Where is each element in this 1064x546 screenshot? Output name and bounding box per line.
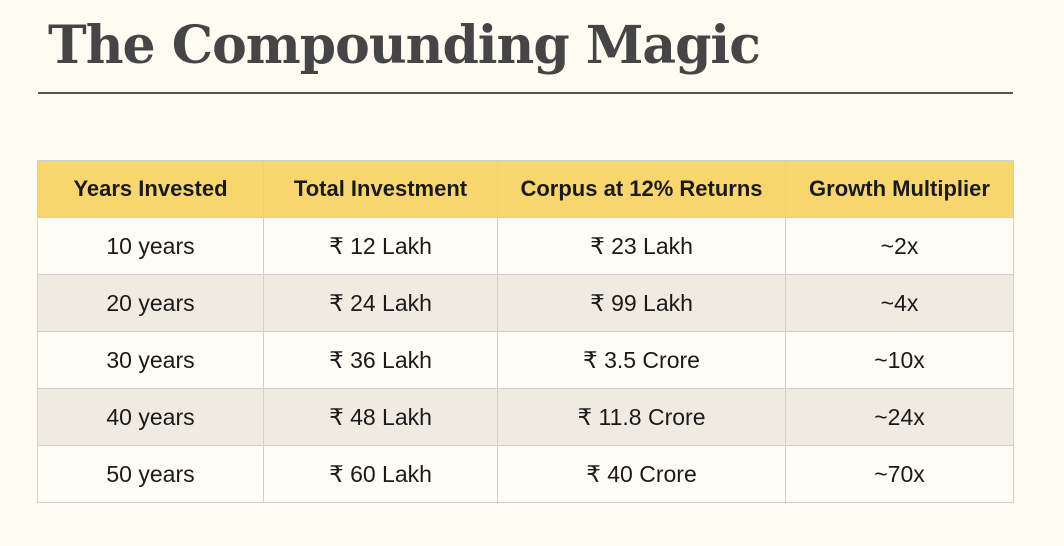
cell-total-investment: ₹ 24 Lakh (263, 274, 498, 332)
page-title: The Compounding Magic (48, 15, 761, 76)
cell-corpus: ₹ 99 Lakh (497, 274, 786, 332)
header-years-invested: Years Invested (37, 160, 264, 218)
cell-corpus: ₹ 23 Lakh (497, 217, 786, 275)
table-row: 40 years ₹ 48 Lakh ₹ 11.8 Crore ~24x (37, 388, 1014, 446)
header-total-investment: Total Investment (263, 160, 498, 218)
compounding-table: Years Invested Total Investment Corpus a… (37, 160, 1014, 503)
cell-multiplier: ~4x (785, 274, 1014, 332)
title-divider (38, 92, 1013, 94)
header-corpus: Corpus at 12% Returns (497, 160, 786, 218)
cell-multiplier: ~24x (785, 388, 1014, 446)
cell-multiplier: ~70x (785, 445, 1014, 503)
cell-corpus: ₹ 3.5 Crore (497, 331, 786, 389)
cell-total-investment: ₹ 48 Lakh (263, 388, 498, 446)
cell-corpus: ₹ 40 Crore (497, 445, 786, 503)
cell-multiplier: ~2x (785, 217, 1014, 275)
table-header-row: Years Invested Total Investment Corpus a… (37, 160, 1014, 218)
cell-corpus: ₹ 11.8 Crore (497, 388, 786, 446)
table-row: 50 years ₹ 60 Lakh ₹ 40 Crore ~70x (37, 445, 1014, 503)
header-growth-multiplier: Growth Multiplier (785, 160, 1014, 218)
cell-years: 10 years (37, 217, 264, 275)
cell-total-investment: ₹ 60 Lakh (263, 445, 498, 503)
cell-years: 30 years (37, 331, 264, 389)
cell-years: 20 years (37, 274, 264, 332)
cell-total-investment: ₹ 12 Lakh (263, 217, 498, 275)
cell-years: 50 years (37, 445, 264, 503)
cell-total-investment: ₹ 36 Lakh (263, 331, 498, 389)
table-row: 20 years ₹ 24 Lakh ₹ 99 Lakh ~4x (37, 274, 1014, 332)
table-row: 30 years ₹ 36 Lakh ₹ 3.5 Crore ~10x (37, 331, 1014, 389)
cell-multiplier: ~10x (785, 331, 1014, 389)
cell-years: 40 years (37, 388, 264, 446)
table-row: 10 years ₹ 12 Lakh ₹ 23 Lakh ~2x (37, 217, 1014, 275)
